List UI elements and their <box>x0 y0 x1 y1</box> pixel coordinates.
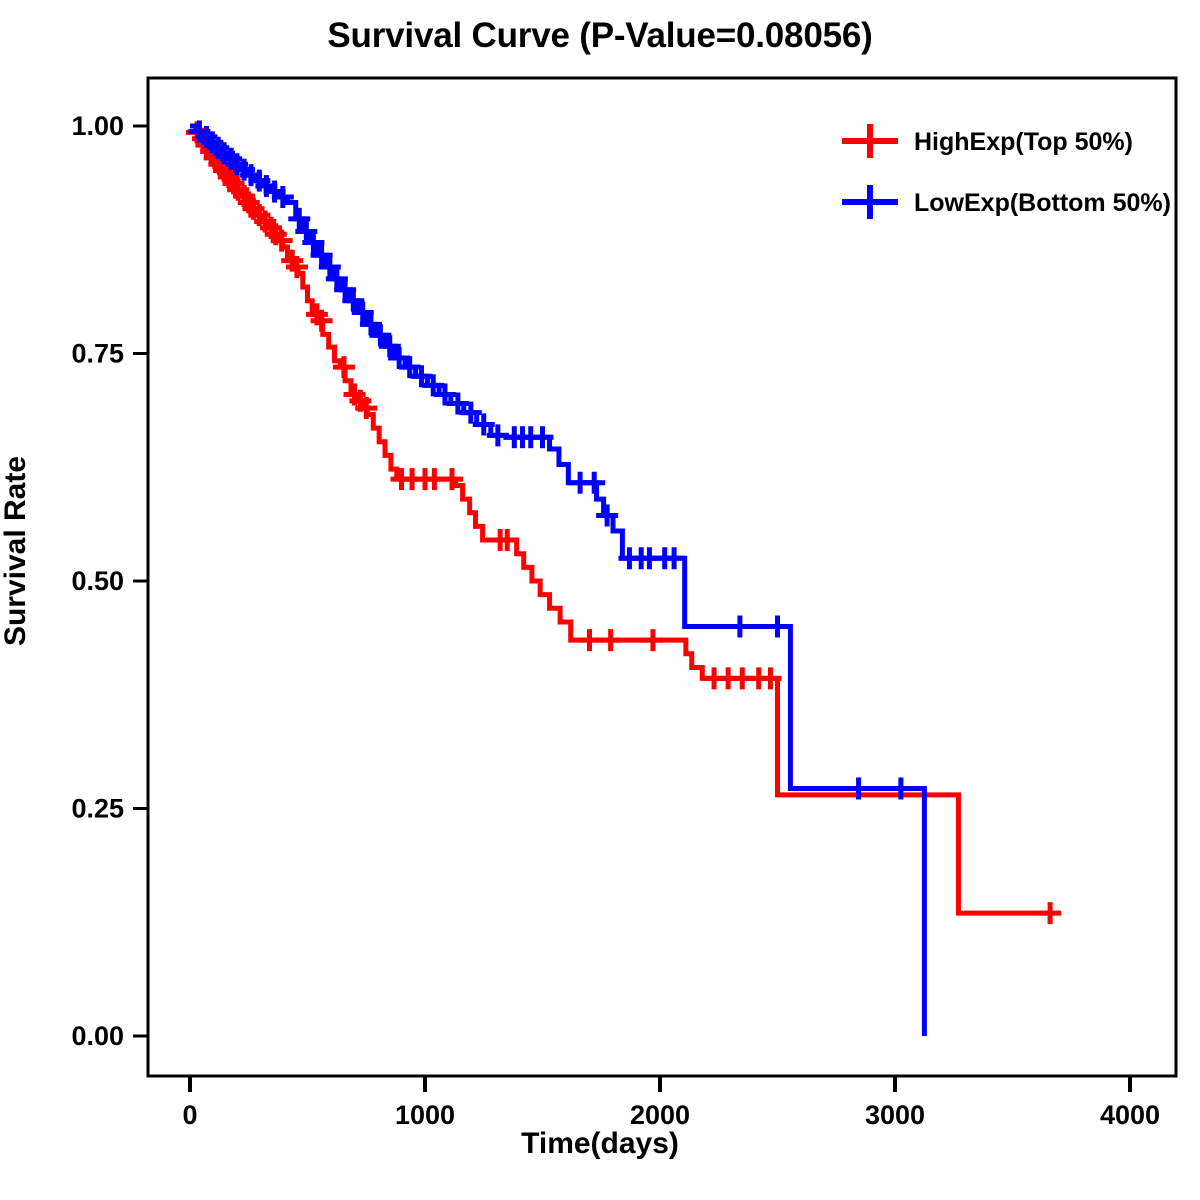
censor-mark <box>310 244 333 267</box>
censor-mark <box>641 629 664 652</box>
censor-mark <box>410 365 433 388</box>
x-tick-label: 3000 <box>865 1100 925 1130</box>
censor-mark <box>342 289 365 312</box>
y-tick-label: 0.25 <box>71 794 124 824</box>
censor-mark <box>446 392 469 415</box>
legend-label: LowExp(Bottom 50%) <box>914 189 1171 217</box>
censor-mark <box>433 383 456 406</box>
x-tick-label: 0 <box>182 1100 197 1130</box>
censor-mark <box>441 468 464 491</box>
chart-legend: HighExp(Top 50%) LowExp(Bottom 50%) <box>842 124 1171 219</box>
x-axis-label: Time(days) <box>521 1127 679 1160</box>
censor-mark <box>496 529 519 552</box>
censor-mark <box>351 301 374 324</box>
censor-mark <box>889 777 912 800</box>
censor-mark <box>270 229 293 252</box>
y-axis-ticks: 0.00 0.25 0.50 0.75 1.00 <box>71 111 148 1051</box>
series-layer <box>186 120 1062 1036</box>
censor-mark <box>378 335 401 358</box>
censor-mark <box>596 504 619 527</box>
legend-item-0[interactable]: HighExp(Top 50%) <box>842 124 1133 158</box>
censor-mark <box>302 231 325 254</box>
censor-mark <box>318 256 341 279</box>
censor-mark <box>578 629 601 652</box>
censor-mark <box>472 413 495 436</box>
censor-mark <box>759 667 782 690</box>
y-tick-label: 0.00 <box>71 1021 124 1051</box>
x-tick-label: 4000 <box>1100 1100 1160 1130</box>
censor-mark <box>728 615 751 638</box>
censor-mark <box>310 309 333 332</box>
censor-mark <box>422 374 445 397</box>
page-title: Survival Curve (P-Value=0.08056) <box>327 16 873 55</box>
x-tick-label: 1000 <box>395 1100 455 1130</box>
censor-mark <box>285 256 308 279</box>
y-tick-label: 1.00 <box>71 111 124 141</box>
legend-label: HighExp(Top 50%) <box>914 128 1133 156</box>
censor-mark <box>398 356 421 379</box>
censor-mark <box>288 207 311 230</box>
censor-mark <box>766 615 789 638</box>
censor-mark <box>1039 902 1062 925</box>
censor-mark <box>847 777 870 800</box>
x-axis-ticks: 0 1000 2000 3000 4000 <box>182 1076 1160 1130</box>
y-tick-label: 0.75 <box>71 339 124 369</box>
censor-mark <box>332 356 355 379</box>
censor-mark <box>663 547 686 570</box>
legend-item-1[interactable]: LowExp(Bottom 50%) <box>842 185 1171 219</box>
censor-mark <box>355 397 378 420</box>
x-tick-label: 2000 <box>630 1100 690 1130</box>
censor-mark <box>271 185 294 208</box>
censor-mark <box>583 471 606 494</box>
censor-mark <box>599 629 622 652</box>
censor-mark <box>531 426 554 449</box>
y-tick-label: 0.50 <box>71 566 124 596</box>
censor-mark <box>459 401 482 424</box>
series-1 <box>188 120 927 1036</box>
